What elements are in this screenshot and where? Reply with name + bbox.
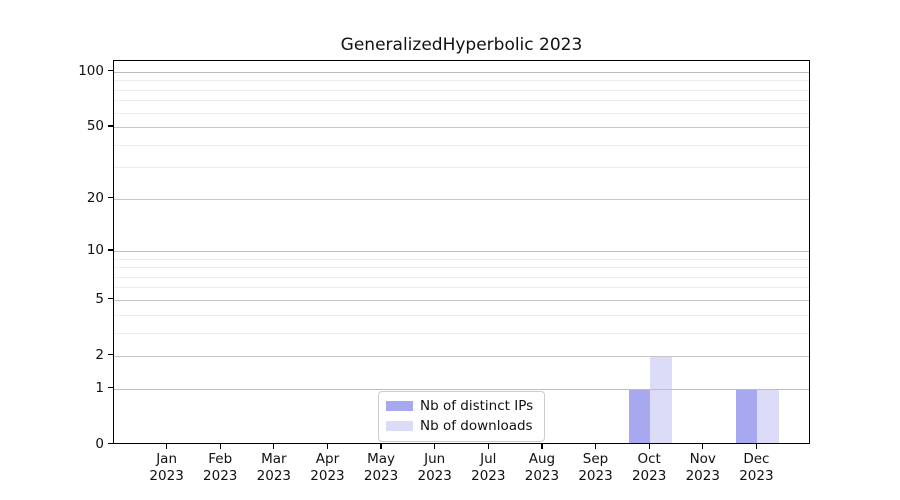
- bar-distinct-ips: [628, 388, 651, 443]
- gridline-minor: [114, 144, 809, 146]
- x-label-month: Jun: [424, 451, 446, 467]
- y-axis-label: 100: [78, 62, 104, 79]
- gridline-minor: [114, 80, 809, 82]
- y-axis-tick: [108, 298, 113, 300]
- legend-label: Nb of distinct IPs: [420, 398, 534, 414]
- x-label-year: 2023: [203, 467, 238, 484]
- legend-entry: Nb of distinct IPs: [386, 396, 533, 416]
- x-axis-label: Apr 2023: [287, 451, 367, 484]
- x-label-year: 2023: [739, 467, 774, 484]
- x-label-month: Jul: [480, 451, 497, 467]
- y-axis-tick: [108, 249, 113, 251]
- y-axis-label: 20: [86, 189, 104, 206]
- x-axis-label: May 2023: [341, 451, 421, 484]
- x-axis-tick: [380, 444, 382, 449]
- legend: Nb of distinct IPs Nb of downloads: [378, 391, 546, 442]
- x-axis-label: Jun 2023: [395, 451, 475, 484]
- legend-entry: Nb of downloads: [386, 416, 533, 436]
- gridline-minor: [114, 167, 809, 169]
- gridline-minor: [114, 287, 809, 289]
- gridline-major: [114, 127, 809, 128]
- gridline-major: [114, 355, 809, 357]
- x-axis-label: Jul 2023: [448, 451, 528, 484]
- gridline-major: [114, 299, 809, 301]
- gridline-minor: [114, 276, 809, 278]
- gridline-minor: [114, 314, 809, 316]
- x-label-month: May: [367, 451, 396, 467]
- bar-downloads: [650, 355, 672, 443]
- bar-distinct-ips: [735, 388, 758, 443]
- x-label-year: 2023: [524, 467, 560, 484]
- x-axis-tick: [487, 444, 489, 449]
- legend-label: Nb of downloads: [420, 418, 533, 434]
- x-label-month: Apr: [315, 451, 340, 467]
- x-axis-tick: [541, 444, 543, 449]
- gridline-minor: [114, 89, 809, 91]
- x-label-year: 2023: [631, 467, 667, 484]
- y-axis-label: 50: [86, 118, 104, 134]
- x-axis-label: Sep 2023: [556, 451, 636, 484]
- x-axis-tick: [594, 444, 597, 449]
- x-label-year: 2023: [149, 467, 184, 484]
- x-axis-tick: [326, 444, 329, 449]
- y-axis-label: 2: [95, 346, 104, 363]
- x-label-month: Dec: [743, 451, 770, 467]
- x-axis-tick: [648, 444, 650, 449]
- x-axis-tick: [702, 444, 704, 449]
- x-label-month: Nov: [689, 451, 716, 467]
- x-axis-label: Oct 2023: [609, 451, 689, 484]
- legend-swatch: [386, 401, 413, 411]
- gridline-minor: [114, 267, 809, 269]
- y-axis-label: 1: [95, 379, 104, 396]
- x-axis-label: Mar 2023: [234, 451, 314, 484]
- x-label-year: 2023: [471, 467, 506, 484]
- x-label-year: 2023: [310, 467, 345, 484]
- x-label-year: 2023: [417, 467, 452, 484]
- x-axis-tick: [219, 444, 221, 449]
- x-label-year: 2023: [256, 467, 292, 484]
- plot-area: [113, 60, 810, 444]
- y-axis-tick: [108, 197, 113, 199]
- y-axis-tick: [108, 125, 113, 127]
- x-label-year: 2023: [578, 467, 613, 484]
- x-label-month: Aug: [528, 451, 556, 467]
- x-axis-tick: [273, 444, 275, 449]
- y-axis-label: 10: [86, 241, 104, 258]
- gridline-minor: [114, 100, 809, 102]
- gridline-major: [114, 198, 809, 200]
- x-axis-label: Aug 2023: [502, 451, 582, 484]
- x-axis-label: Feb 2023: [180, 451, 260, 484]
- y-axis-tick: [108, 70, 113, 72]
- y-axis-label: 5: [95, 290, 104, 307]
- bar-downloads: [757, 388, 779, 443]
- x-axis-tick: [165, 444, 168, 449]
- x-label-year: 2023: [363, 467, 399, 484]
- chart-title: GeneralizedHyperbolic 2023: [340, 35, 583, 55]
- y-axis-label: 0: [95, 435, 104, 452]
- gridline-major: [114, 250, 809, 252]
- y-axis-tick: [108, 442, 113, 445]
- gridline-minor: [114, 112, 809, 114]
- gridline-major: [114, 388, 809, 390]
- x-label-year: 2023: [685, 467, 720, 484]
- y-axis-tick: [108, 386, 113, 389]
- legend-swatch: [386, 421, 413, 431]
- x-label-month: Oct: [637, 451, 661, 467]
- x-label-month: Feb: [208, 451, 233, 467]
- gridline-minor: [114, 332, 809, 334]
- gridline-major: [114, 71, 809, 73]
- x-label-month: Sep: [582, 451, 609, 467]
- x-axis-label: Dec 2023: [716, 451, 796, 484]
- x-axis-tick: [434, 444, 436, 449]
- gridline-minor: [114, 258, 809, 260]
- x-axis-label: Nov 2023: [663, 451, 743, 484]
- x-label-month: Mar: [261, 451, 287, 467]
- y-axis-tick: [108, 354, 113, 356]
- x-axis-tick: [755, 444, 758, 449]
- x-axis-label: Jan 2023: [127, 451, 207, 484]
- x-label-month: Jan: [156, 451, 178, 467]
